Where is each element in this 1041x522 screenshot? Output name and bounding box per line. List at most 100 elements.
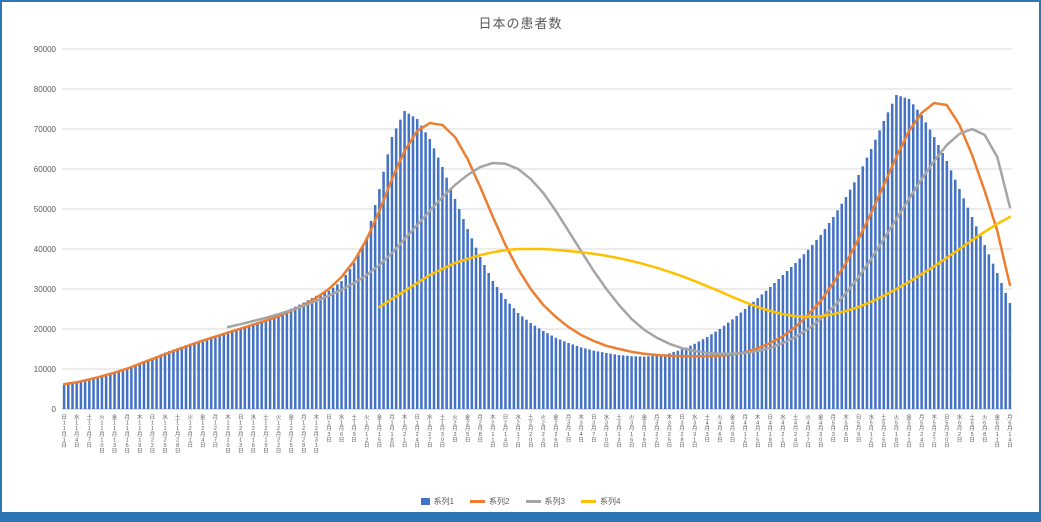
bar[interactable] <box>151 357 154 409</box>
bar[interactable] <box>600 352 604 409</box>
bar[interactable] <box>512 308 516 409</box>
bar[interactable] <box>445 177 448 409</box>
bar[interactable] <box>109 373 112 409</box>
bar[interactable] <box>323 292 326 409</box>
bar[interactable] <box>218 334 221 409</box>
bar[interactable] <box>205 338 209 409</box>
bar[interactable] <box>184 345 188 409</box>
bar[interactable] <box>911 104 915 409</box>
bar[interactable] <box>596 351 600 409</box>
bar[interactable] <box>508 303 511 409</box>
bar[interactable] <box>575 345 579 409</box>
bar[interactable] <box>281 312 284 409</box>
bar[interactable] <box>67 384 70 409</box>
bar[interactable] <box>861 166 865 409</box>
line-系列3[interactable] <box>226 127 1012 356</box>
bar[interactable] <box>1008 303 1012 409</box>
bar[interactable] <box>268 317 272 409</box>
bar[interactable] <box>138 362 142 409</box>
bar[interactable] <box>474 247 478 409</box>
bar[interactable] <box>882 121 886 409</box>
bar[interactable] <box>903 97 907 410</box>
bar[interactable] <box>815 239 818 409</box>
bar[interactable] <box>558 339 562 409</box>
bar[interactable] <box>100 376 104 409</box>
bar[interactable] <box>117 370 121 409</box>
bar[interactable] <box>953 179 957 409</box>
bar[interactable] <box>130 366 133 409</box>
bar[interactable] <box>1004 293 1007 409</box>
bar[interactable] <box>365 237 369 409</box>
bar[interactable] <box>407 113 411 410</box>
bar[interactable] <box>466 229 469 409</box>
bar[interactable] <box>970 217 974 409</box>
bar[interactable] <box>462 219 465 409</box>
bar[interactable] <box>411 116 415 409</box>
bar[interactable] <box>689 345 692 409</box>
bar[interactable] <box>361 245 364 409</box>
bar[interactable] <box>895 95 898 409</box>
bar[interactable] <box>584 348 587 409</box>
bar[interactable] <box>630 356 633 409</box>
bar[interactable] <box>146 359 150 409</box>
bar[interactable] <box>348 269 352 409</box>
bar[interactable] <box>684 347 688 409</box>
bar[interactable] <box>235 329 238 409</box>
bar[interactable] <box>920 115 923 409</box>
bar[interactable] <box>378 189 381 409</box>
bar[interactable] <box>899 96 902 409</box>
bar[interactable] <box>991 263 995 409</box>
bar[interactable] <box>1000 283 1003 409</box>
bar[interactable] <box>567 343 570 409</box>
bar[interactable] <box>340 281 343 409</box>
bar[interactable] <box>193 342 196 409</box>
legend-item-系列1[interactable]: 系列1 <box>420 496 454 507</box>
bar[interactable] <box>252 323 255 409</box>
bar[interactable] <box>382 171 385 409</box>
bar[interactable] <box>487 273 490 409</box>
bar[interactable] <box>647 356 650 409</box>
bar[interactable] <box>571 344 574 409</box>
bar[interactable] <box>592 350 596 409</box>
bar[interactable] <box>563 341 566 409</box>
bar[interactable] <box>352 263 356 409</box>
bar[interactable] <box>874 139 877 410</box>
bar[interactable] <box>996 273 999 409</box>
bar[interactable] <box>449 188 453 409</box>
bar[interactable] <box>294 306 297 409</box>
bar[interactable] <box>436 157 440 409</box>
line-系列2[interactable] <box>62 101 1012 386</box>
bar[interactable] <box>714 331 717 409</box>
bar[interactable] <box>222 333 226 409</box>
bar[interactable] <box>180 346 184 409</box>
bar[interactable] <box>844 197 848 409</box>
bar[interactable] <box>819 235 822 409</box>
bar[interactable] <box>588 349 591 409</box>
bar[interactable] <box>432 148 436 409</box>
bar[interactable] <box>214 336 217 409</box>
bar[interactable] <box>172 349 175 409</box>
bar[interactable] <box>399 119 402 410</box>
bar[interactable] <box>277 314 280 409</box>
bar[interactable] <box>453 199 457 409</box>
bar[interactable] <box>521 316 524 409</box>
bar[interactable] <box>676 350 680 409</box>
bar[interactable] <box>390 137 394 409</box>
line-series-2[interactable] <box>62 101 1012 386</box>
bar[interactable] <box>264 319 268 409</box>
bar-series[interactable] <box>62 95 1012 410</box>
bar[interactable] <box>92 378 95 409</box>
bar[interactable] <box>176 348 179 409</box>
legend-item-系列3[interactable]: 系列3 <box>525 496 565 507</box>
bar[interactable] <box>579 347 583 409</box>
bar[interactable] <box>331 287 335 409</box>
bar[interactable] <box>634 356 638 409</box>
bar[interactable] <box>134 364 137 409</box>
bar[interactable] <box>626 355 629 409</box>
bar[interactable] <box>697 341 701 409</box>
bar[interactable] <box>705 337 709 409</box>
bar[interactable] <box>672 352 675 409</box>
bar[interactable] <box>756 298 759 409</box>
bar[interactable] <box>701 339 705 409</box>
bar[interactable] <box>247 324 251 409</box>
